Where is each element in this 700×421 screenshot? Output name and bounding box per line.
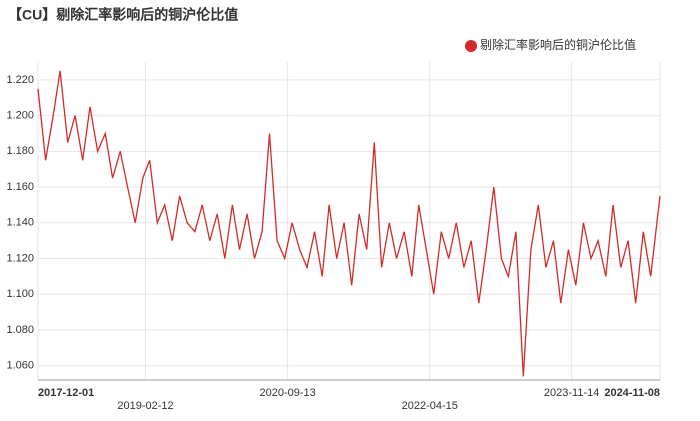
legend-label: 剔除汇率影响后的铜沪伦比值 xyxy=(480,37,636,52)
x-tick-label: 2020-09-13 xyxy=(259,387,315,399)
x-tick-label: 2017-12-01 xyxy=(38,387,94,399)
y-tick-label: 1.180 xyxy=(6,145,34,157)
x-tick-label: 2023-11-14 xyxy=(544,387,599,399)
chart-title: 【CU】剔除汇率影响后的铜沪伦比值 xyxy=(8,7,238,23)
legend-marker xyxy=(465,40,477,52)
x-tick-label: 2019-02-12 xyxy=(117,400,173,412)
y-tick-label: 1.200 xyxy=(6,110,34,122)
x-tick-label: 2024-11-08 xyxy=(604,387,660,399)
y-tick-label: 1.100 xyxy=(6,288,34,300)
y-tick-label: 1.060 xyxy=(6,360,34,372)
y-tick-label: 1.080 xyxy=(6,324,34,336)
y-tick-label: 1.220 xyxy=(6,74,34,86)
y-tick-label: 1.140 xyxy=(6,217,34,229)
x-tick-label: 2022-04-15 xyxy=(402,400,458,412)
y-tick-label: 1.120 xyxy=(6,252,34,264)
y-tick-label: 1.160 xyxy=(6,181,34,193)
data-line xyxy=(37,70,661,377)
